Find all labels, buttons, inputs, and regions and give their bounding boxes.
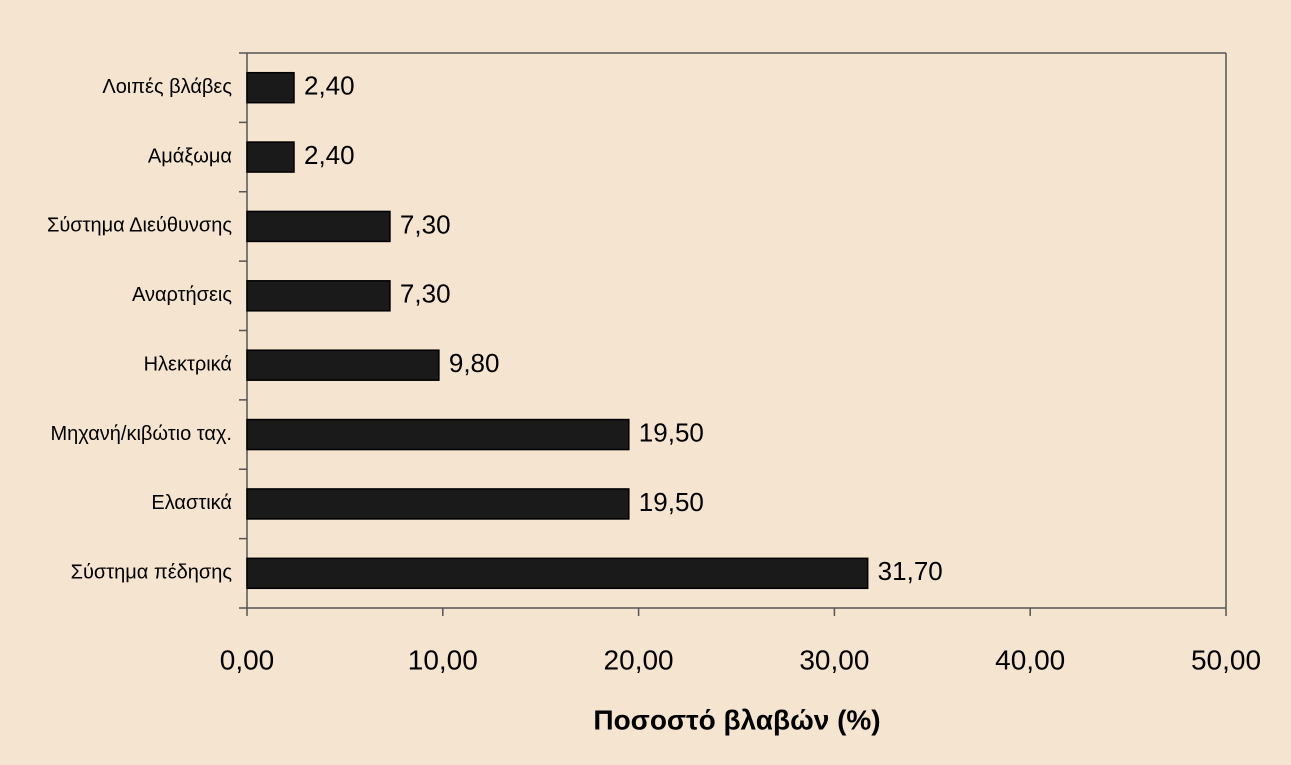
x-tick-label: 20,00	[604, 644, 674, 675]
y-tick-label: Σύστημα πέδησης	[71, 562, 233, 584]
bar	[246, 557, 869, 590]
value-label: 31,70	[878, 556, 943, 586]
value-label: 7,30	[400, 209, 451, 239]
y-tick-label: Μηχανή/κιβώτιο ταχ.	[50, 423, 232, 445]
y-tick-label: Ελαστικά	[151, 492, 232, 514]
value-label: 19,50	[639, 487, 704, 517]
y-tick-label: Ηλεκτρικά	[144, 353, 232, 375]
value-label: 9,80	[449, 348, 500, 378]
x-tick-label: 40,00	[995, 644, 1065, 675]
bar	[246, 210, 391, 243]
bar	[246, 349, 440, 381]
value-label: 2,40	[304, 71, 355, 101]
bar	[246, 488, 630, 520]
value-label: 7,30	[400, 279, 451, 309]
x-axis-title: Ποσοστό βλαβών (%)	[593, 704, 880, 735]
x-tick-label: 0,00	[220, 644, 275, 675]
x-tick-label: 50,00	[1191, 644, 1261, 675]
x-tick-label: 30,00	[799, 644, 869, 675]
y-tick-label: Σύστημα Διεύθυνσης	[47, 215, 232, 237]
bar	[246, 280, 391, 312]
value-label: 19,50	[639, 417, 704, 447]
y-tick-label: Αναρτήσεις	[132, 284, 232, 306]
x-tick-label: 10,00	[408, 644, 478, 675]
y-tick-label: Λοιπές βλάβες	[102, 76, 232, 98]
bar	[246, 141, 295, 173]
value-label: 2,40	[304, 140, 355, 170]
y-tick-label: Αμάξωμα	[148, 145, 232, 167]
bar	[246, 71, 295, 104]
bar	[246, 418, 630, 451]
